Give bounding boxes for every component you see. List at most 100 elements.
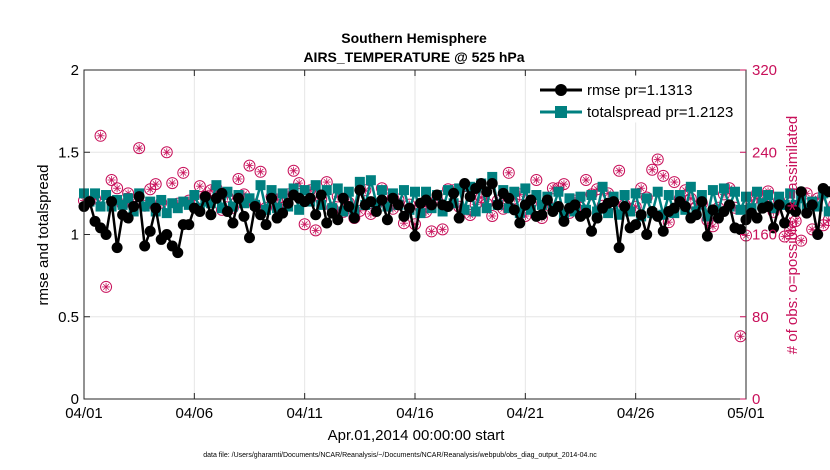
- totalspread-point: [779, 199, 790, 210]
- totalspread-point: [641, 193, 652, 204]
- totalspread-point: [564, 193, 575, 204]
- totalspread-point: [520, 183, 531, 194]
- totalspread-point: [614, 209, 625, 220]
- y2-tick-label: 0: [752, 391, 760, 408]
- rmse-point: [310, 209, 322, 221]
- obs-point: [784, 224, 797, 237]
- rmse-point: [244, 232, 255, 244]
- totalspread-point: [823, 206, 830, 217]
- totalspread-point: [332, 183, 343, 194]
- obs-point: [646, 163, 659, 176]
- rmse-point: [586, 225, 598, 237]
- totalspread-point: [227, 201, 238, 212]
- obs-point: [166, 177, 179, 190]
- totalspread-point: [575, 191, 586, 202]
- rmse-point: [337, 192, 349, 204]
- totalspread-point: [117, 199, 128, 210]
- rmse-point: [768, 222, 780, 234]
- rmse-point: [801, 207, 813, 219]
- obs-point: [828, 200, 830, 209]
- obs-point: [309, 224, 322, 237]
- totalspread-point: [238, 198, 249, 209]
- rmse-point: [370, 205, 382, 217]
- rmse-point: [492, 199, 504, 211]
- rmse-point: [381, 214, 393, 226]
- totalspread-point: [172, 203, 183, 214]
- rmse-point: [106, 196, 118, 208]
- totalspread-point: [288, 183, 299, 194]
- rmse-point: [194, 205, 206, 217]
- rmse-point: [459, 178, 471, 190]
- rmse-point: [773, 199, 785, 211]
- rmse-point: [221, 205, 233, 217]
- rmse-point: [304, 192, 316, 204]
- rmse-point: [657, 225, 669, 237]
- rmse-line: [83, 182, 830, 254]
- rmse-point: [812, 229, 824, 240]
- totalspread-point: [349, 204, 360, 215]
- rmse-point: [277, 207, 289, 219]
- totalspread-point: [796, 193, 807, 204]
- totalspread-point: [365, 175, 376, 186]
- totalspread-point: [183, 199, 194, 210]
- totalspread-point: [123, 193, 134, 204]
- rmse-point: [227, 217, 239, 229]
- rmse-point: [144, 225, 156, 237]
- totalspread-point: [90, 188, 101, 199]
- totalspread-point: [553, 186, 564, 197]
- obs-point: [111, 182, 124, 195]
- totalspread-point: [785, 188, 796, 199]
- rmse-point: [403, 202, 415, 214]
- rmse-point: [591, 212, 603, 224]
- rmse-point: [255, 209, 267, 221]
- x-tick-label: 04/01: [65, 405, 103, 422]
- obs-point: [557, 178, 570, 191]
- rmse-point: [823, 186, 830, 198]
- rmse-point: [321, 217, 333, 229]
- y-tick-label: 2: [71, 62, 79, 79]
- rmse-point: [608, 196, 620, 208]
- rmse-point: [139, 240, 151, 252]
- totalspread-point: [310, 180, 321, 191]
- obs-point: [486, 209, 499, 222]
- rmse-point: [696, 196, 708, 208]
- totalspread-point: [261, 204, 272, 215]
- totalspread-point: [658, 209, 669, 220]
- totalspread-point: [763, 190, 774, 201]
- totalspread-point: [371, 198, 382, 209]
- rmse-point: [679, 201, 691, 213]
- totalspread-point: [299, 185, 310, 196]
- rmse-point: [354, 184, 366, 196]
- obs-point: [160, 146, 173, 159]
- rmse-point: [690, 209, 702, 221]
- obs-point: [651, 153, 664, 166]
- obs-point: [193, 180, 206, 193]
- rmse-point: [442, 201, 454, 213]
- y2-tick-labels: 0 80 160 240 320: [752, 62, 777, 408]
- x-tick-label: 04/21: [507, 405, 545, 422]
- rmse-series: [78, 178, 830, 259]
- rmse-point: [111, 242, 123, 254]
- rmse-point: [431, 189, 443, 201]
- totalspread-point: [415, 208, 426, 219]
- totalspread-point: [702, 211, 713, 222]
- rmse-point: [701, 230, 713, 242]
- rmse-point: [161, 229, 173, 240]
- rmse-point: [448, 187, 460, 199]
- obs-point: [436, 223, 449, 236]
- obs-point: [254, 165, 267, 178]
- totalspread-point: [718, 183, 729, 194]
- totalspread-point: [652, 186, 663, 197]
- totalspread-point: [514, 208, 525, 219]
- totalspread-point: [410, 186, 420, 197]
- rmse-point: [779, 217, 791, 229]
- totalspread-point: [603, 208, 614, 219]
- totalspread-point: [630, 188, 641, 199]
- totalspread-point: [597, 181, 608, 192]
- obs-point: [243, 159, 256, 172]
- totalspread-point: [685, 181, 696, 192]
- totalspread-point: [161, 208, 172, 219]
- rmse-point: [707, 204, 719, 216]
- rmse-point: [260, 219, 272, 231]
